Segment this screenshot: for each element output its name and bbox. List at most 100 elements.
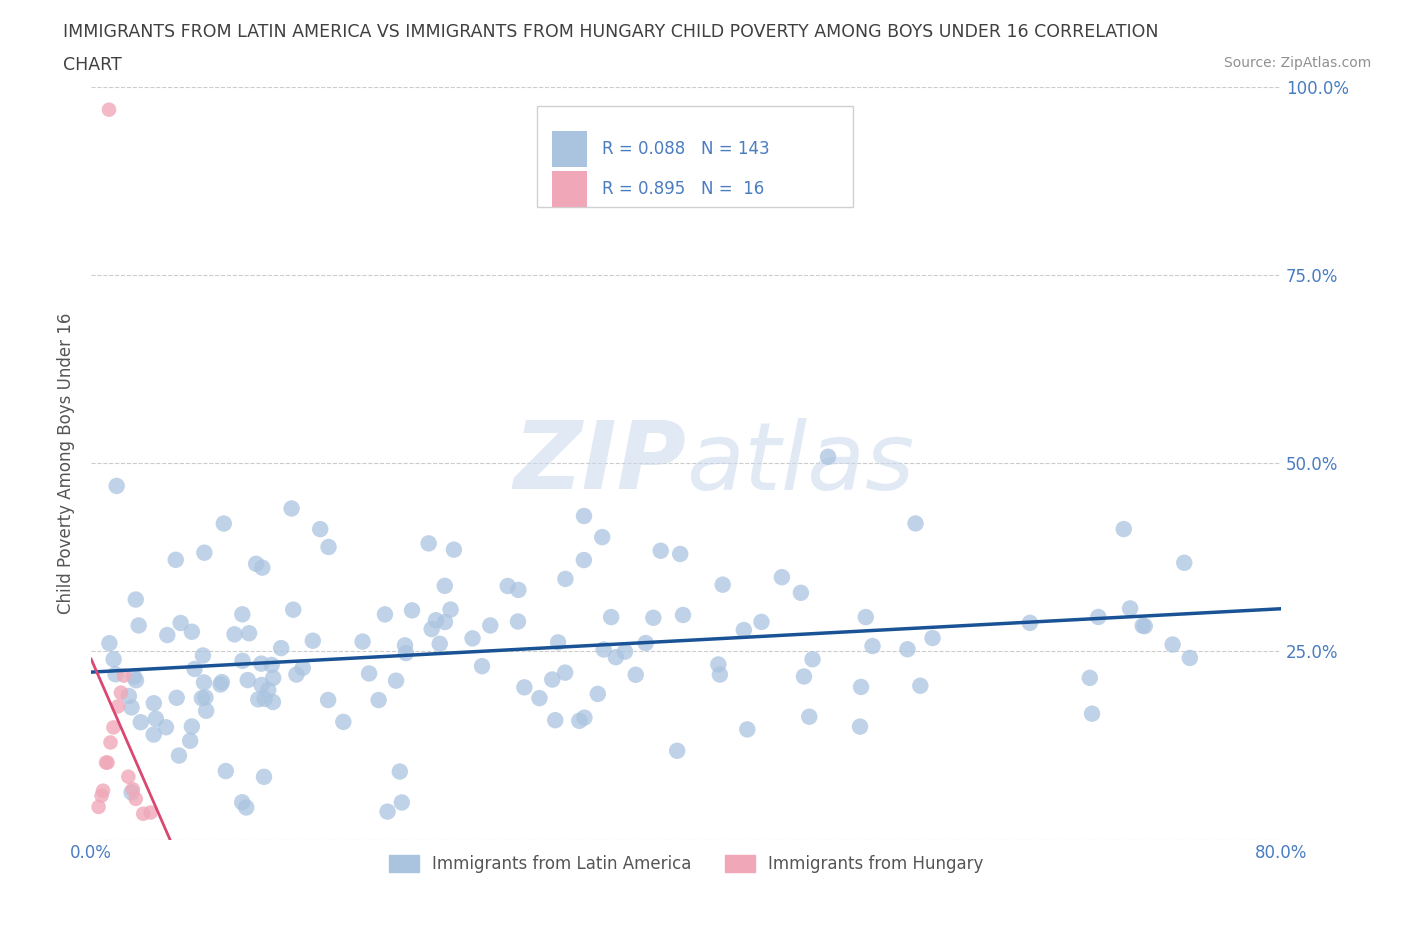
Point	[793, 669, 815, 684]
Point	[291, 660, 314, 675]
Point	[420, 621, 443, 636]
Point	[425, 613, 447, 628]
Point	[568, 713, 591, 728]
Point	[105, 478, 128, 493]
Point	[155, 720, 177, 735]
Point	[280, 501, 302, 516]
Point	[121, 700, 143, 715]
Point	[91, 783, 114, 798]
Point	[1119, 601, 1142, 616]
Point	[250, 657, 273, 671]
Point	[132, 806, 155, 821]
Point	[103, 720, 125, 735]
Point	[231, 607, 253, 622]
Point	[211, 674, 233, 689]
Point	[586, 686, 609, 701]
Point	[862, 639, 884, 654]
Point	[112, 668, 135, 683]
Point	[283, 603, 305, 618]
Y-axis label: Child Poverty Among Boys Under 16: Child Poverty Among Boys Under 16	[58, 312, 75, 614]
Point	[191, 648, 214, 663]
Point	[634, 635, 657, 650]
Point	[1087, 609, 1109, 624]
Point	[817, 449, 839, 464]
Point	[707, 657, 730, 671]
Point	[235, 800, 257, 815]
Point	[142, 727, 165, 742]
Point	[1019, 616, 1042, 631]
Point	[374, 607, 396, 622]
Point	[87, 800, 110, 815]
Point	[855, 610, 877, 625]
Text: atlas: atlas	[686, 418, 914, 509]
Point	[357, 666, 380, 681]
Point	[554, 572, 576, 587]
Point	[574, 711, 596, 725]
Point	[385, 673, 408, 688]
Point	[790, 585, 813, 600]
Point	[1078, 671, 1101, 685]
Point	[910, 678, 932, 693]
Point	[238, 626, 260, 641]
Point	[1081, 706, 1104, 721]
Point	[433, 615, 456, 630]
Point	[529, 691, 551, 706]
Point	[711, 578, 734, 592]
Point	[94, 755, 117, 770]
Point	[260, 658, 283, 672]
Point	[1132, 618, 1154, 633]
Text: CHART: CHART	[63, 56, 122, 73]
Point	[650, 543, 672, 558]
Text: ZIP: ZIP	[513, 418, 686, 510]
Point	[439, 602, 461, 617]
Point	[224, 627, 246, 642]
Point	[614, 644, 637, 659]
Point	[496, 578, 519, 593]
Point	[90, 788, 112, 803]
Point	[479, 618, 502, 633]
Point	[624, 668, 647, 683]
Point	[1178, 650, 1201, 665]
Point	[1173, 555, 1195, 570]
Point	[209, 677, 232, 692]
Point	[110, 685, 132, 700]
Point	[236, 672, 259, 687]
Point	[751, 615, 773, 630]
Point	[309, 522, 332, 537]
Point	[709, 667, 731, 682]
Point	[666, 743, 689, 758]
Point	[921, 631, 943, 645]
Point	[193, 675, 215, 690]
Point	[770, 570, 793, 585]
Point	[245, 556, 267, 571]
Point	[1133, 618, 1156, 633]
Point	[139, 805, 162, 820]
Text: Source: ZipAtlas.com: Source: ZipAtlas.com	[1223, 56, 1371, 70]
Point	[250, 678, 273, 693]
Point	[257, 683, 280, 698]
Point	[104, 667, 127, 682]
Point	[247, 692, 270, 707]
Point	[643, 610, 665, 625]
Point	[301, 633, 323, 648]
Point	[316, 693, 339, 708]
Point	[121, 782, 143, 797]
Point	[142, 696, 165, 711]
Point	[262, 671, 284, 685]
Text: R = 0.895   N =  16: R = 0.895 N = 16	[602, 180, 763, 198]
Point	[572, 552, 595, 567]
Point	[572, 509, 595, 524]
Point	[117, 769, 139, 784]
Point	[1161, 637, 1184, 652]
Point	[672, 607, 695, 622]
Point	[180, 719, 202, 734]
Point	[394, 638, 416, 653]
Point	[195, 703, 218, 718]
Point	[418, 536, 440, 551]
Text: IMMIGRANTS FROM LATIN AMERICA VS IMMIGRANTS FROM HUNGARY CHILD POVERTY AMONG BOY: IMMIGRANTS FROM LATIN AMERICA VS IMMIGRA…	[63, 23, 1159, 41]
Point	[231, 795, 253, 810]
Point	[513, 680, 536, 695]
Point	[391, 795, 413, 810]
Point	[193, 545, 215, 560]
Point	[544, 712, 567, 727]
